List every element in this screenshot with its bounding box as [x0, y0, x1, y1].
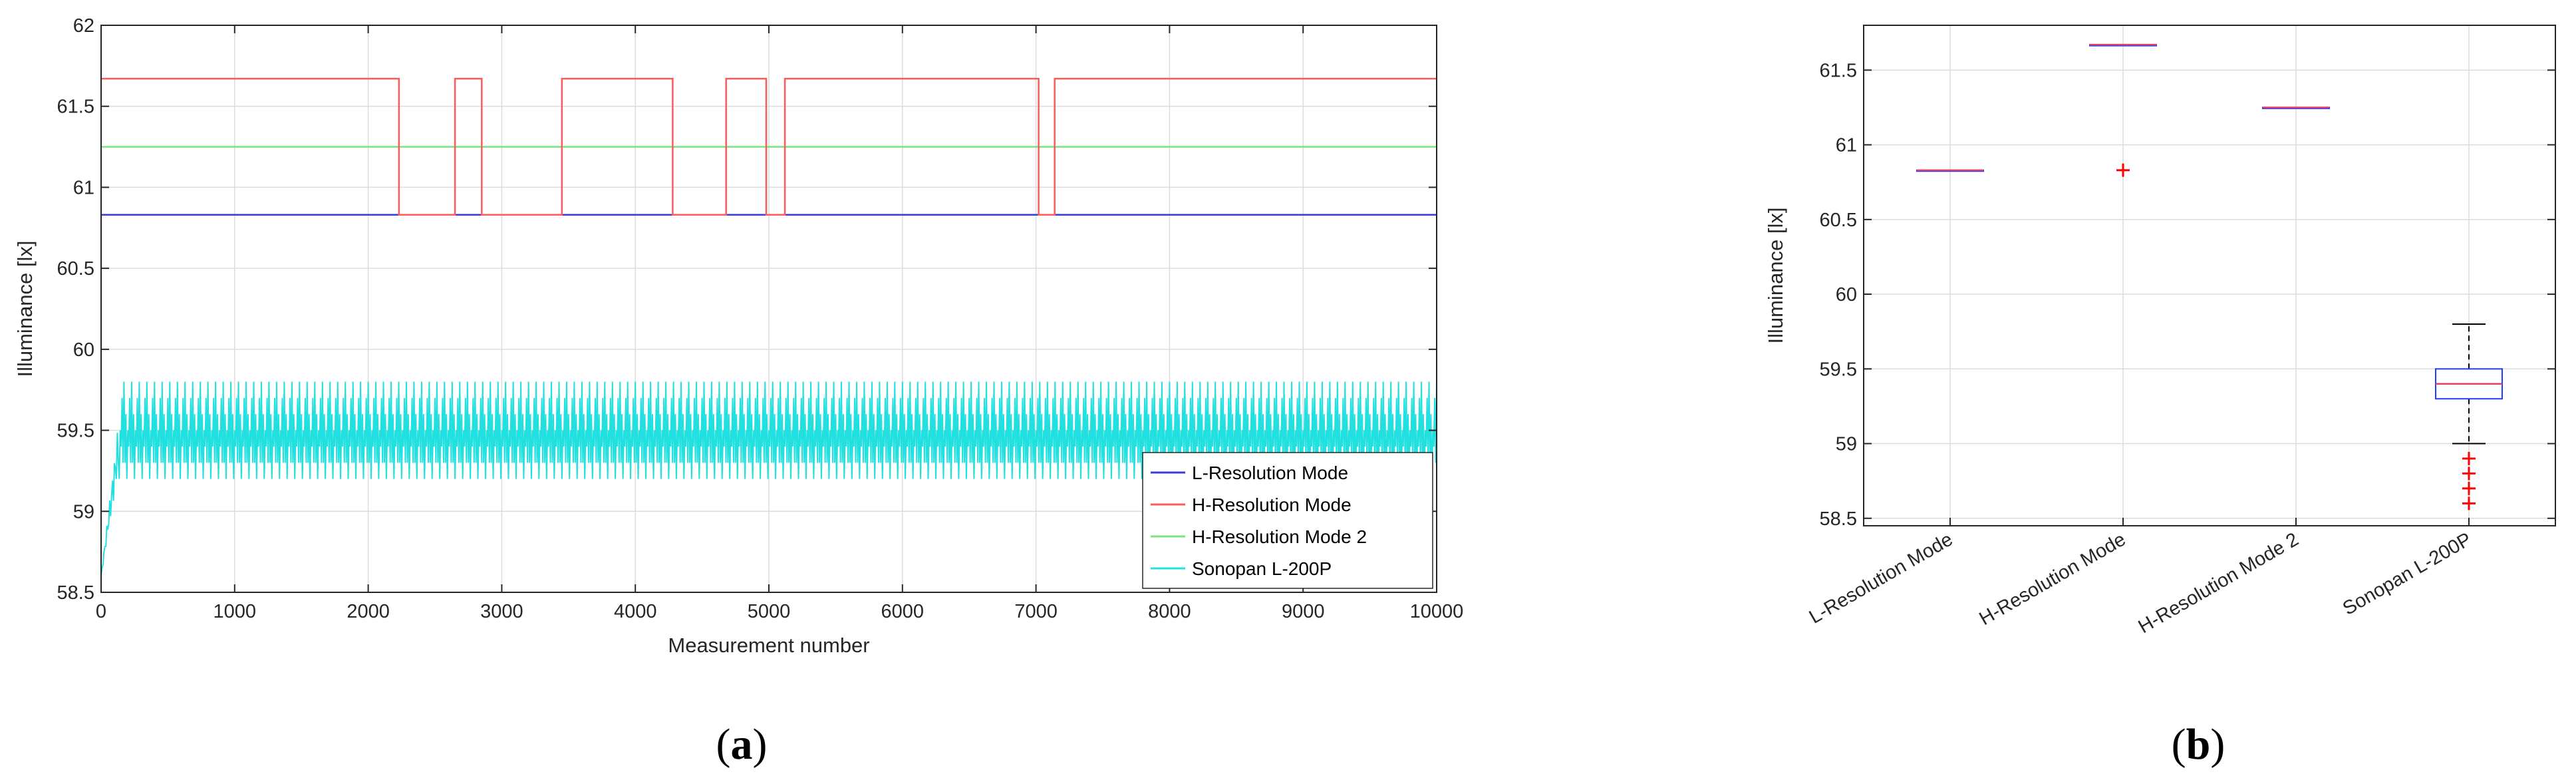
y-axis-label-a: Illuminance [lx]: [13, 240, 37, 377]
plot-area-b: [1864, 25, 2555, 526]
outlier-marker: [2462, 496, 2476, 510]
outlier-marker: [2462, 467, 2476, 481]
x-tick-label: H-Resolution Mode 2: [2135, 528, 2303, 638]
y-tick-label: 60: [1836, 284, 1857, 305]
y-tick-label: 59.5: [1820, 359, 1857, 380]
y-tick-label: 60.5: [1820, 210, 1857, 231]
x-tick-label: L-Resolution Mode: [1806, 528, 1957, 628]
outlier-marker: [2116, 163, 2130, 177]
x-tick-label: 0: [96, 601, 106, 622]
y-tick-label: 62: [73, 15, 94, 37]
y-tick-label: 61: [1836, 135, 1857, 156]
legend-label: L-Resolution Mode: [1192, 463, 1348, 483]
x-tick-label: 4000: [614, 601, 657, 622]
x-tick-label: 1000: [214, 601, 257, 622]
x-tick-label: 3000: [480, 601, 523, 622]
x-tick-label: 10000: [1410, 601, 1464, 622]
legend-label: H-Resolution Mode: [1192, 494, 1352, 515]
x-tick-label: H-Resolution Mode: [1976, 528, 2130, 630]
legend-box: [1142, 452, 1433, 589]
legend-label: Sonopan L-200P: [1192, 558, 1332, 579]
y-tick-label: 59.5: [57, 421, 94, 442]
x-tick-label: 7000: [1014, 601, 1058, 622]
ticks-a: 0 1000 2000 3000 4000 5000 6000 7000 8000 9000 100…: [57, 15, 1464, 622]
box-sonopan-l-200p: [2435, 323, 2503, 510]
y-tick-label: 61.5: [57, 97, 94, 118]
series-a: [100, 78, 1437, 576]
box-h-resolution-mode: [2089, 43, 2157, 177]
y-tick-label: 60.5: [57, 258, 94, 280]
y-tick-label: 59: [1836, 434, 1857, 455]
y-tick-label: 61: [73, 177, 94, 198]
x-tick-label: 9000: [1282, 601, 1325, 622]
line-chart-panel-a: 0 1000 2000 3000 4000 5000 6000 7000 8000 9000 100…: [13, 15, 1463, 657]
x-tick-label: 8000: [1148, 601, 1191, 622]
box-h-resolution-mode-2: [2262, 106, 2330, 109]
caption-a: (a): [716, 720, 768, 769]
y-axis-label-b: Illuminance [lx]: [1764, 207, 1787, 343]
x-axis-label-a: Measurement number: [668, 634, 869, 657]
legend-label: H-Resolution Mode 2: [1192, 526, 1367, 547]
outlier-marker: [2462, 451, 2476, 465]
box-l-resolution-mode: [1916, 169, 1984, 172]
y-tick-label: 60: [73, 339, 94, 361]
y-tick-label: 58.5: [1820, 508, 1857, 530]
series-line-sonopan-l-200p: [100, 381, 1437, 576]
legend-a: L-Resolution Mode H-Resolution Mode H-Reso…: [1142, 452, 1433, 589]
outlier-marker: [2462, 481, 2476, 495]
x-tick-label: Sonopan L-200P: [2339, 528, 2476, 620]
caption-b: (b): [2172, 720, 2225, 769]
box-plot-panel-b: L-Resolution Mode H-Resolution Mode H-Reso…: [1764, 25, 2556, 638]
y-tick-label: 61.5: [1820, 60, 1857, 81]
series-line-h-resolution-mode: [101, 78, 1437, 216]
x-tick-label: 6000: [881, 601, 925, 622]
x-tick-label: 2000: [347, 601, 390, 622]
axes-frame-b: [1863, 25, 2556, 526]
y-tick-label: 59: [73, 501, 94, 522]
x-tick-label: 5000: [748, 601, 791, 622]
boxes-b: [1916, 43, 2503, 510]
y-tick-label: 58.5: [57, 582, 94, 604]
